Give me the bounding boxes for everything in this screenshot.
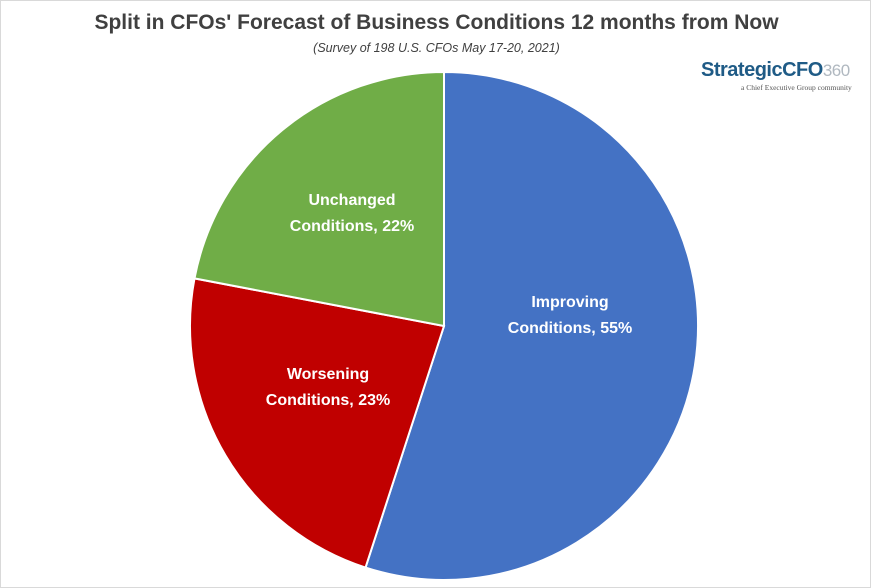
slice-label-improving: Improving Conditions, 55% [508, 294, 632, 337]
chart-subtitle: (Survey of 198 U.S. CFOs May 17-20, 2021… [313, 41, 560, 55]
pie-slice-unchanged [193, 70, 445, 328]
strategic-cfo-logo: StrategicCFO360 a Chief Executive Group … [701, 59, 871, 99]
pie-slice-improving [364, 70, 699, 581]
logo-suffix-text: 360 [822, 61, 850, 80]
slice-label-unchanged: Unchanged Conditions, 22% [290, 192, 414, 235]
slice-label-worsening: Worsening Conditions, 23% [266, 366, 390, 409]
logo-main-text: StrategicCFO [701, 59, 823, 81]
logo-tagline: a Chief Executive Group community [741, 83, 852, 92]
chart-title: Split in CFOs' Forecast of Business Cond… [94, 11, 779, 34]
pie-slice-worsening [189, 277, 446, 569]
